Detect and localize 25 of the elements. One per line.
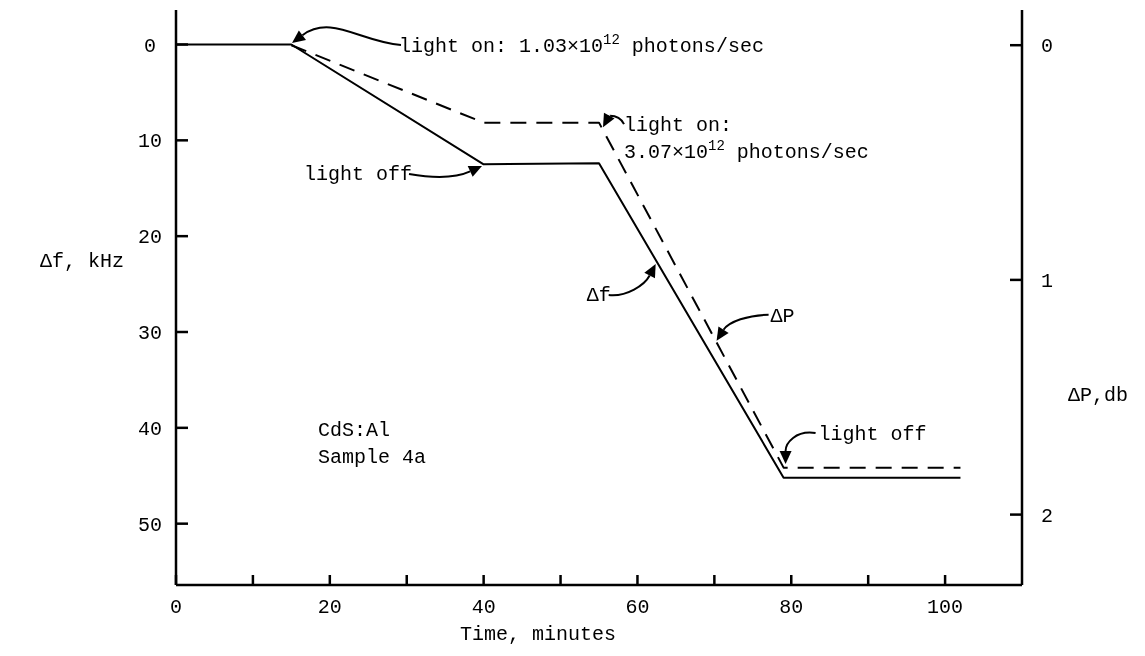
- y-tick-label: 50: [137, 513, 163, 537]
- annotation: light on: 1.03×10$^{12}$ photons/sec: [399, 32, 764, 58]
- annotation: CdS:Al Sample 4a: [318, 419, 427, 469]
- x-tick-label: 20: [317, 596, 342, 619]
- annotation: light on: 3.07×10$^{12}$ photons/sec: [624, 114, 869, 165]
- y-tick-label: 30: [137, 322, 163, 345]
- y-tick-label: 20: [137, 226, 163, 250]
- annotation: light off: [818, 423, 927, 447]
- y2-tick-label: 2: [1040, 504, 1054, 528]
- y-tick-label: 10: [137, 130, 163, 154]
- x-tick-label: 60: [625, 596, 650, 619]
- y-tick-label: 40: [137, 417, 163, 441]
- x-tick-label: 100: [927, 596, 964, 619]
- y-tick-label: 0: [143, 34, 157, 58]
- x-axis-title: Time, minutes: [459, 623, 617, 646]
- y2-tick-label: 1: [1040, 269, 1054, 293]
- annotation: ΔP: [770, 304, 795, 328]
- y-axis-title: Δf, kHz: [39, 250, 125, 274]
- x-tick-label: 0: [169, 596, 183, 619]
- x-tick-label: 40: [471, 596, 496, 619]
- annotation: Δf: [586, 284, 611, 307]
- y2-tick-label: 0: [1040, 35, 1054, 59]
- x-tick-label: 80: [779, 596, 804, 619]
- annotation: light off: [303, 163, 412, 186]
- y2-axis-title: ΔP,db: [1067, 384, 1129, 408]
